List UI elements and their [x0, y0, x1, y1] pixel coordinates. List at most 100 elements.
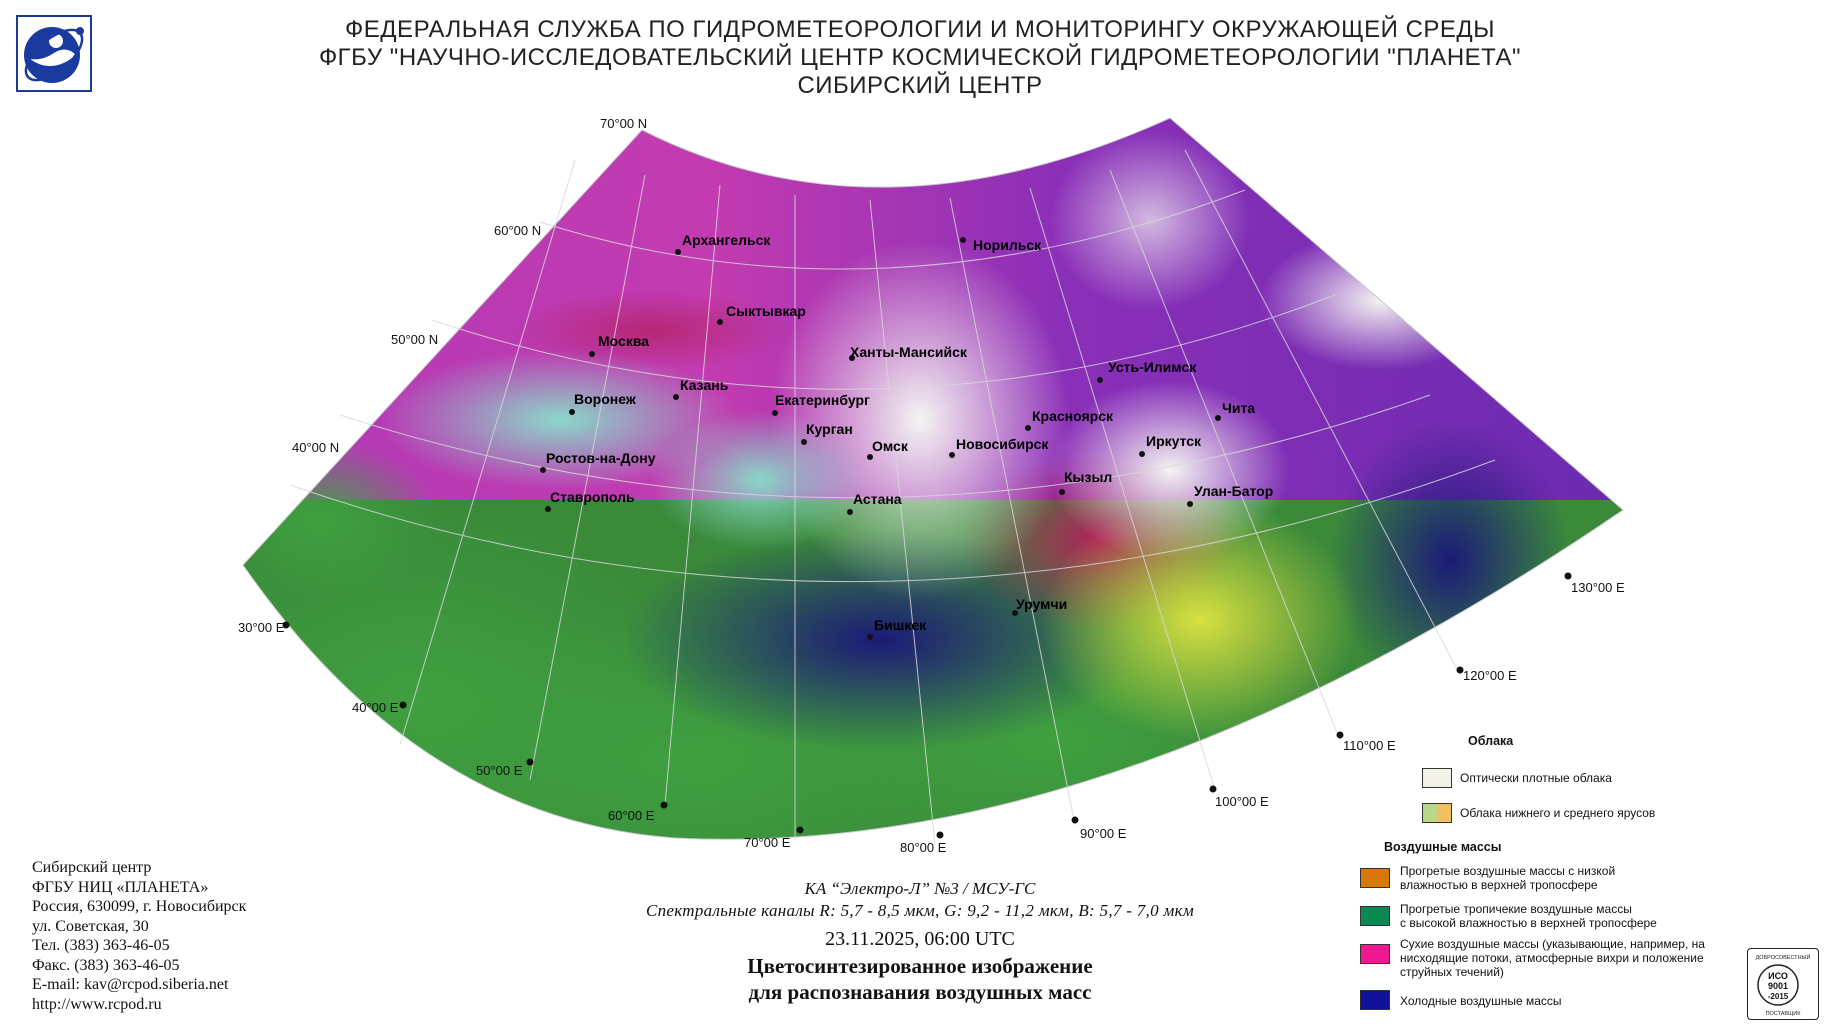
lon-tick-130 — [1564, 572, 1572, 580]
contact-line-4: ул. Советская, 30 — [32, 917, 149, 935]
lon-label-120: 120°00 E — [1463, 668, 1517, 683]
legend-warm-dry-line-1: Прогретые воздушные массы с низкой — [1400, 864, 1616, 878]
svg-text:Бишкек: Бишкек — [874, 617, 927, 633]
city-khanty[interactable]: Ханты-Мансийск — [849, 344, 968, 361]
lat-label-40: 40°00 N — [292, 440, 339, 455]
city-urumqi[interactable]: Урумчи — [1012, 596, 1067, 616]
graticule — [289, 149, 1496, 846]
svg-text:Екатеринбург: Екатеринбург — [775, 392, 870, 408]
lat-label-60: 60°00 N — [494, 223, 541, 238]
iso-certification-badge: ДОБРОСОВЕСТНЫЙ ИСО 9001 -2015 ПОСТАВЩИК — [1747, 948, 1819, 1020]
city-moskva[interactable]: Москва — [589, 333, 649, 357]
city-bishkek[interactable]: Бишкек — [867, 617, 927, 640]
contact-email[interactable]: E-mail: kav@rcpod.siberia.net — [32, 976, 229, 993]
header-line-2: ФГБУ "НАУЧНО-ИССЛЕДОВАТЕЛЬСКИЙ ЦЕНТР КОС… — [318, 44, 1522, 71]
svg-text:Ханты-Мансийск: Ханты-Мансийск — [850, 344, 968, 360]
svg-text:Чита: Чита — [1222, 400, 1255, 416]
legend-warm-moist-line-1: Прогретые тропичекие воздушные массы — [1400, 902, 1632, 916]
svg-text:Москва: Москва — [598, 333, 649, 349]
legend-air-heading: Воздушные массы — [1384, 840, 1502, 854]
svg-text:Норильск: Норильск — [973, 237, 1042, 253]
city-kurgan[interactable]: Курган — [801, 421, 853, 445]
lon-tick-30 — [282, 621, 290, 629]
lon-label-40: 40°00 E — [352, 700, 399, 715]
iso-bottom-text: ПОСТАВЩИК — [1766, 1011, 1802, 1017]
legend-dense-clouds: Оптически плотные облака — [1460, 771, 1612, 785]
legend-warm-dry-line-2: влажностью в верхней тропосфере — [1400, 878, 1598, 892]
lon-label-100: 100°00 E — [1215, 794, 1269, 809]
contact-phone: Тел. (383) 363-46-05 — [32, 937, 170, 954]
svg-text:Урумчи: Урумчи — [1016, 596, 1067, 612]
lon-label-70: 70°00 E — [744, 835, 791, 850]
city-ulanbator[interactable]: Улан-Батор — [1187, 483, 1273, 507]
lon-label-50: 50°00 E — [476, 763, 523, 778]
lon-tick-90 — [1071, 816, 1079, 824]
contact-line-3: Россия, 630099, г. Новосибирск — [32, 898, 247, 915]
lon-label-110: 110°00 E — [1343, 738, 1396, 753]
spectral-channels: Спектральные каналы R: 5,7 - 8,5 мкм, G:… — [645, 901, 1195, 920]
lon-tick-40 — [399, 701, 407, 709]
svg-text:Ростов-на-Дону: Ростов-на-Дону — [546, 450, 656, 466]
city-stavropol[interactable]: Ставрополь — [545, 489, 635, 512]
lon-tick-100 — [1209, 785, 1217, 793]
city-irkutsk[interactable]: Иркутск — [1139, 433, 1202, 457]
city-syktyvkar[interactable]: Сыктывкар — [717, 303, 806, 325]
lon-tick-110 — [1336, 731, 1344, 739]
image-title-line-2: для распознавания воздушных масс — [748, 980, 1092, 1004]
svg-text:Иркутск: Иркутск — [1146, 433, 1202, 449]
image-datetime: 23.11.2025, 06:00 UTC — [825, 928, 1015, 950]
svg-text:Усть-Илимск: Усть-Илимск — [1108, 359, 1197, 375]
city-ust-ilimsk[interactable]: Усть-Илимск — [1097, 359, 1197, 383]
city-rostov[interactable]: Ростов-на-Дону — [540, 450, 656, 473]
satellite-name: КА “Электро-Л” №3 / МСУ-ГС — [804, 879, 1036, 898]
lat-label-50: 50°00 N — [391, 332, 438, 347]
lon-tick-70 — [796, 826, 804, 834]
svg-text:Архангельск: Архангельск — [682, 232, 771, 248]
city-krasnoyarsk[interactable]: Красноярск — [1025, 408, 1114, 431]
contact-line-1: Сибирский центр — [32, 859, 152, 876]
svg-text:Красноярск: Красноярск — [1032, 408, 1114, 424]
svg-text:Казань: Казань — [680, 377, 729, 393]
legend-warm-moist-line-2: с высокой влажностью в верхней тропосфер… — [1400, 916, 1657, 930]
svg-text:Кызыл: Кызыл — [1064, 469, 1112, 485]
city-chita[interactable]: Чита — [1215, 400, 1255, 421]
svg-text:Курган: Курган — [806, 421, 853, 437]
svg-text:Астана: Астана — [853, 491, 902, 507]
city-omsk[interactable]: Омск — [867, 438, 909, 460]
city-kyzyl[interactable]: Кызыл — [1059, 469, 1112, 495]
legend-low-clouds: Облака нижнего и среднего ярусов — [1460, 806, 1656, 820]
iso-text-3: -2015 — [1768, 992, 1789, 1001]
city-norilsk[interactable]: Норильск — [960, 237, 1042, 253]
swatch-low-clouds — [1422, 803, 1452, 823]
city-kazan[interactable]: Казань — [673, 377, 729, 400]
iso-text-2: 9001 — [1768, 981, 1788, 991]
iso-top-text: ДОБРОСОВЕСТНЫЙ — [1756, 953, 1811, 961]
contact-block: Сибирский центр ФГБУ НИЦ «ПЛАНЕТА» Росси… — [32, 858, 246, 1014]
city-astana[interactable]: Астана — [847, 491, 902, 515]
contact-website[interactable]: http://www.rcpod.ru — [32, 995, 162, 1013]
legend-dry-line-1: Сухие воздушные массы (указывающие, напр… — [1400, 937, 1705, 951]
header-line-3: СИБИРСКИЙ ЦЕНТР — [797, 72, 1043, 99]
longitude-ticks: 30°00 E 40°00 E 50°00 E 60°00 E 70°00 E … — [238, 572, 1625, 855]
svg-text:Омск: Омск — [872, 438, 909, 454]
svg-text:Сыктывкар: Сыктывкар — [726, 303, 806, 319]
svg-text:Ставрополь: Ставрополь — [550, 489, 635, 505]
contact-line-2: ФГБУ НИЦ «ПЛАНЕТА» — [32, 878, 209, 896]
lon-tick-120 — [1456, 666, 1464, 674]
lon-label-30: 30°00 E — [238, 620, 285, 635]
swatch-warm-dry — [1360, 868, 1390, 888]
city-novosibirsk[interactable]: Новосибирск — [949, 436, 1049, 458]
contact-fax: Факс. (383) 363-46-05 — [32, 956, 180, 974]
svg-text:Новосибирск: Новосибирск — [956, 436, 1049, 452]
city-arkhangelsk[interactable]: Архангельск — [675, 232, 771, 255]
city-ekaterinburg[interactable]: Екатеринбург — [772, 392, 870, 416]
legend-dry-line-3: струйных течений) — [1400, 965, 1504, 979]
swatch-cold — [1360, 990, 1390, 1010]
lon-label-60: 60°00 E — [608, 808, 655, 823]
svg-text:Воронеж: Воронеж — [574, 391, 637, 407]
image-info: КА “Электро-Л” №3 / МСУ-ГС Спектральные … — [560, 878, 1280, 1005]
lon-tick-80 — [936, 831, 944, 839]
legend-warm-dry: Прогретые воздушные массы с низкой влажн… — [1400, 864, 1615, 892]
city-voronezh[interactable]: Воронеж — [569, 391, 637, 415]
